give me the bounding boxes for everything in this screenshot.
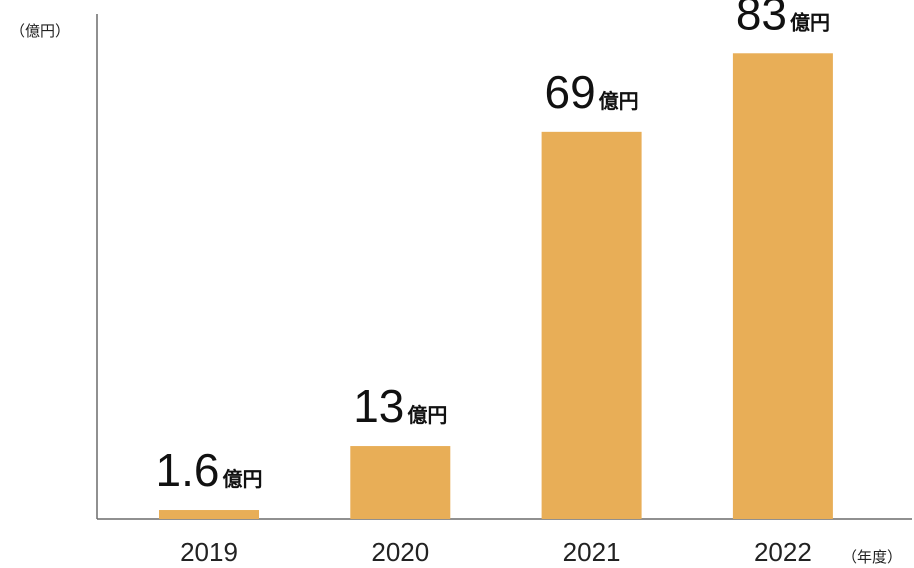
x-tick-label-2022: 2022 — [754, 537, 812, 567]
value-label-2019: 1.6 億円 — [156, 444, 263, 496]
x-axis-unit-label: （年度） — [842, 548, 902, 566]
y-axis-unit-label: （億円） — [10, 22, 70, 40]
bar-2019 — [159, 510, 259, 519]
bar-2020 — [350, 446, 451, 519]
bar-2021 — [541, 131, 642, 520]
value-label-2020: 13 億円 — [353, 380, 447, 432]
x-tick-label-2019: 2019 — [180, 537, 238, 567]
value-label-2022: 83 億円 — [736, 0, 830, 39]
x-tick-label-2020: 2020 — [371, 537, 429, 567]
bar-2022 — [732, 53, 833, 520]
bars-group: 1.6 億円 2019 13 億円 2020 69 億円 2021 83 億円 2022 — [156, 0, 833, 567]
value-label-2021: 69 億円 — [545, 66, 639, 118]
x-tick-label-2021: 2021 — [563, 537, 621, 567]
